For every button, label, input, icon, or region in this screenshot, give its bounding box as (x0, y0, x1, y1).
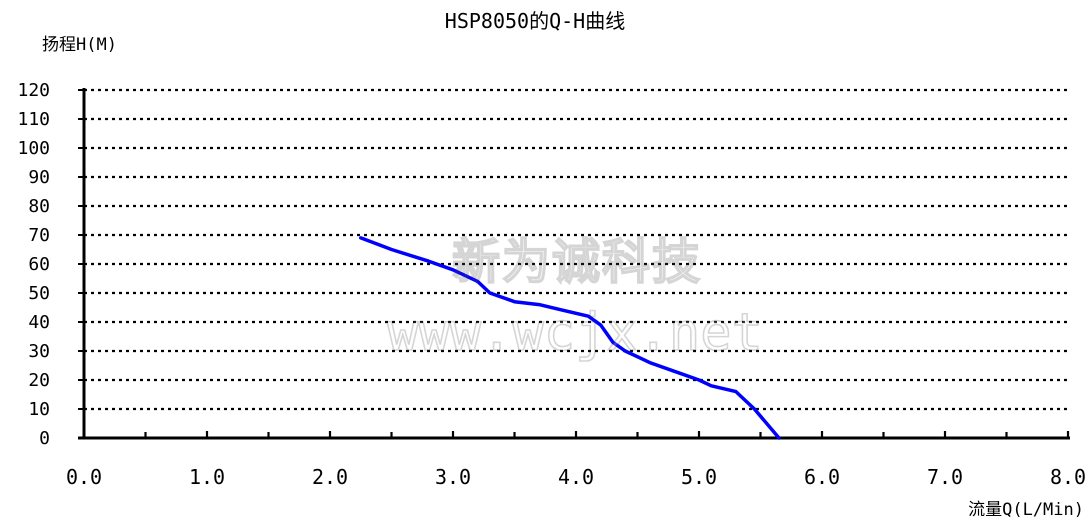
y-tick-label: 0 (39, 428, 50, 449)
x-tick-label: 3.0 (435, 465, 471, 489)
watermark-line2: www.wcjx.net (387, 303, 763, 363)
watermark-line1: 新为诚科技 (452, 234, 702, 290)
y-tick-label: 20 (28, 370, 50, 391)
x-tick-label: 1.0 (189, 465, 225, 489)
watermark: 新为诚科技 www.wcjx.net (386, 233, 763, 364)
y-tick-label: 70 (28, 225, 50, 246)
x-tick-label: 4.0 (558, 465, 594, 489)
x-tick-label: 7.0 (927, 465, 963, 489)
y-tick-label: 80 (28, 196, 50, 217)
x-tick-label: 8.0 (1050, 465, 1086, 489)
x-tick-labels: 0.0 1.0 2.0 3.0 4.0 5.0 6.0 7.0 8.0 (66, 465, 1086, 489)
x-tick-label: 0.0 (66, 465, 102, 489)
y-tick-label: 100 (17, 138, 50, 159)
axes (78, 88, 1070, 440)
x-tick-label: 2.0 (312, 465, 348, 489)
x-tick-label: 5.0 (681, 465, 717, 489)
grid-lines (84, 88, 1068, 411)
series-line (359, 236, 781, 440)
y-axis-label: 扬程H(M) (42, 35, 117, 55)
y-tick-label: 30 (28, 341, 50, 362)
x-tick-label: 6.0 (804, 465, 840, 489)
y-tick-label: 120 (17, 80, 50, 101)
x-axis-label: 流量Q(L/Min) (968, 500, 1084, 520)
y-tick-labels: 0 10 20 30 40 50 60 70 80 90 100 110 120 (17, 80, 50, 449)
y-tick-label: 10 (28, 399, 50, 420)
y-tick-label: 60 (28, 254, 50, 275)
chart-title: HSP8050的Q-H曲线 (445, 9, 625, 33)
y-tick-label: 110 (17, 109, 50, 130)
y-tick-label: 40 (28, 312, 50, 333)
series-layer (359, 236, 781, 440)
y-tick-label: 90 (28, 167, 50, 188)
y-tick-label: 50 (28, 283, 50, 304)
